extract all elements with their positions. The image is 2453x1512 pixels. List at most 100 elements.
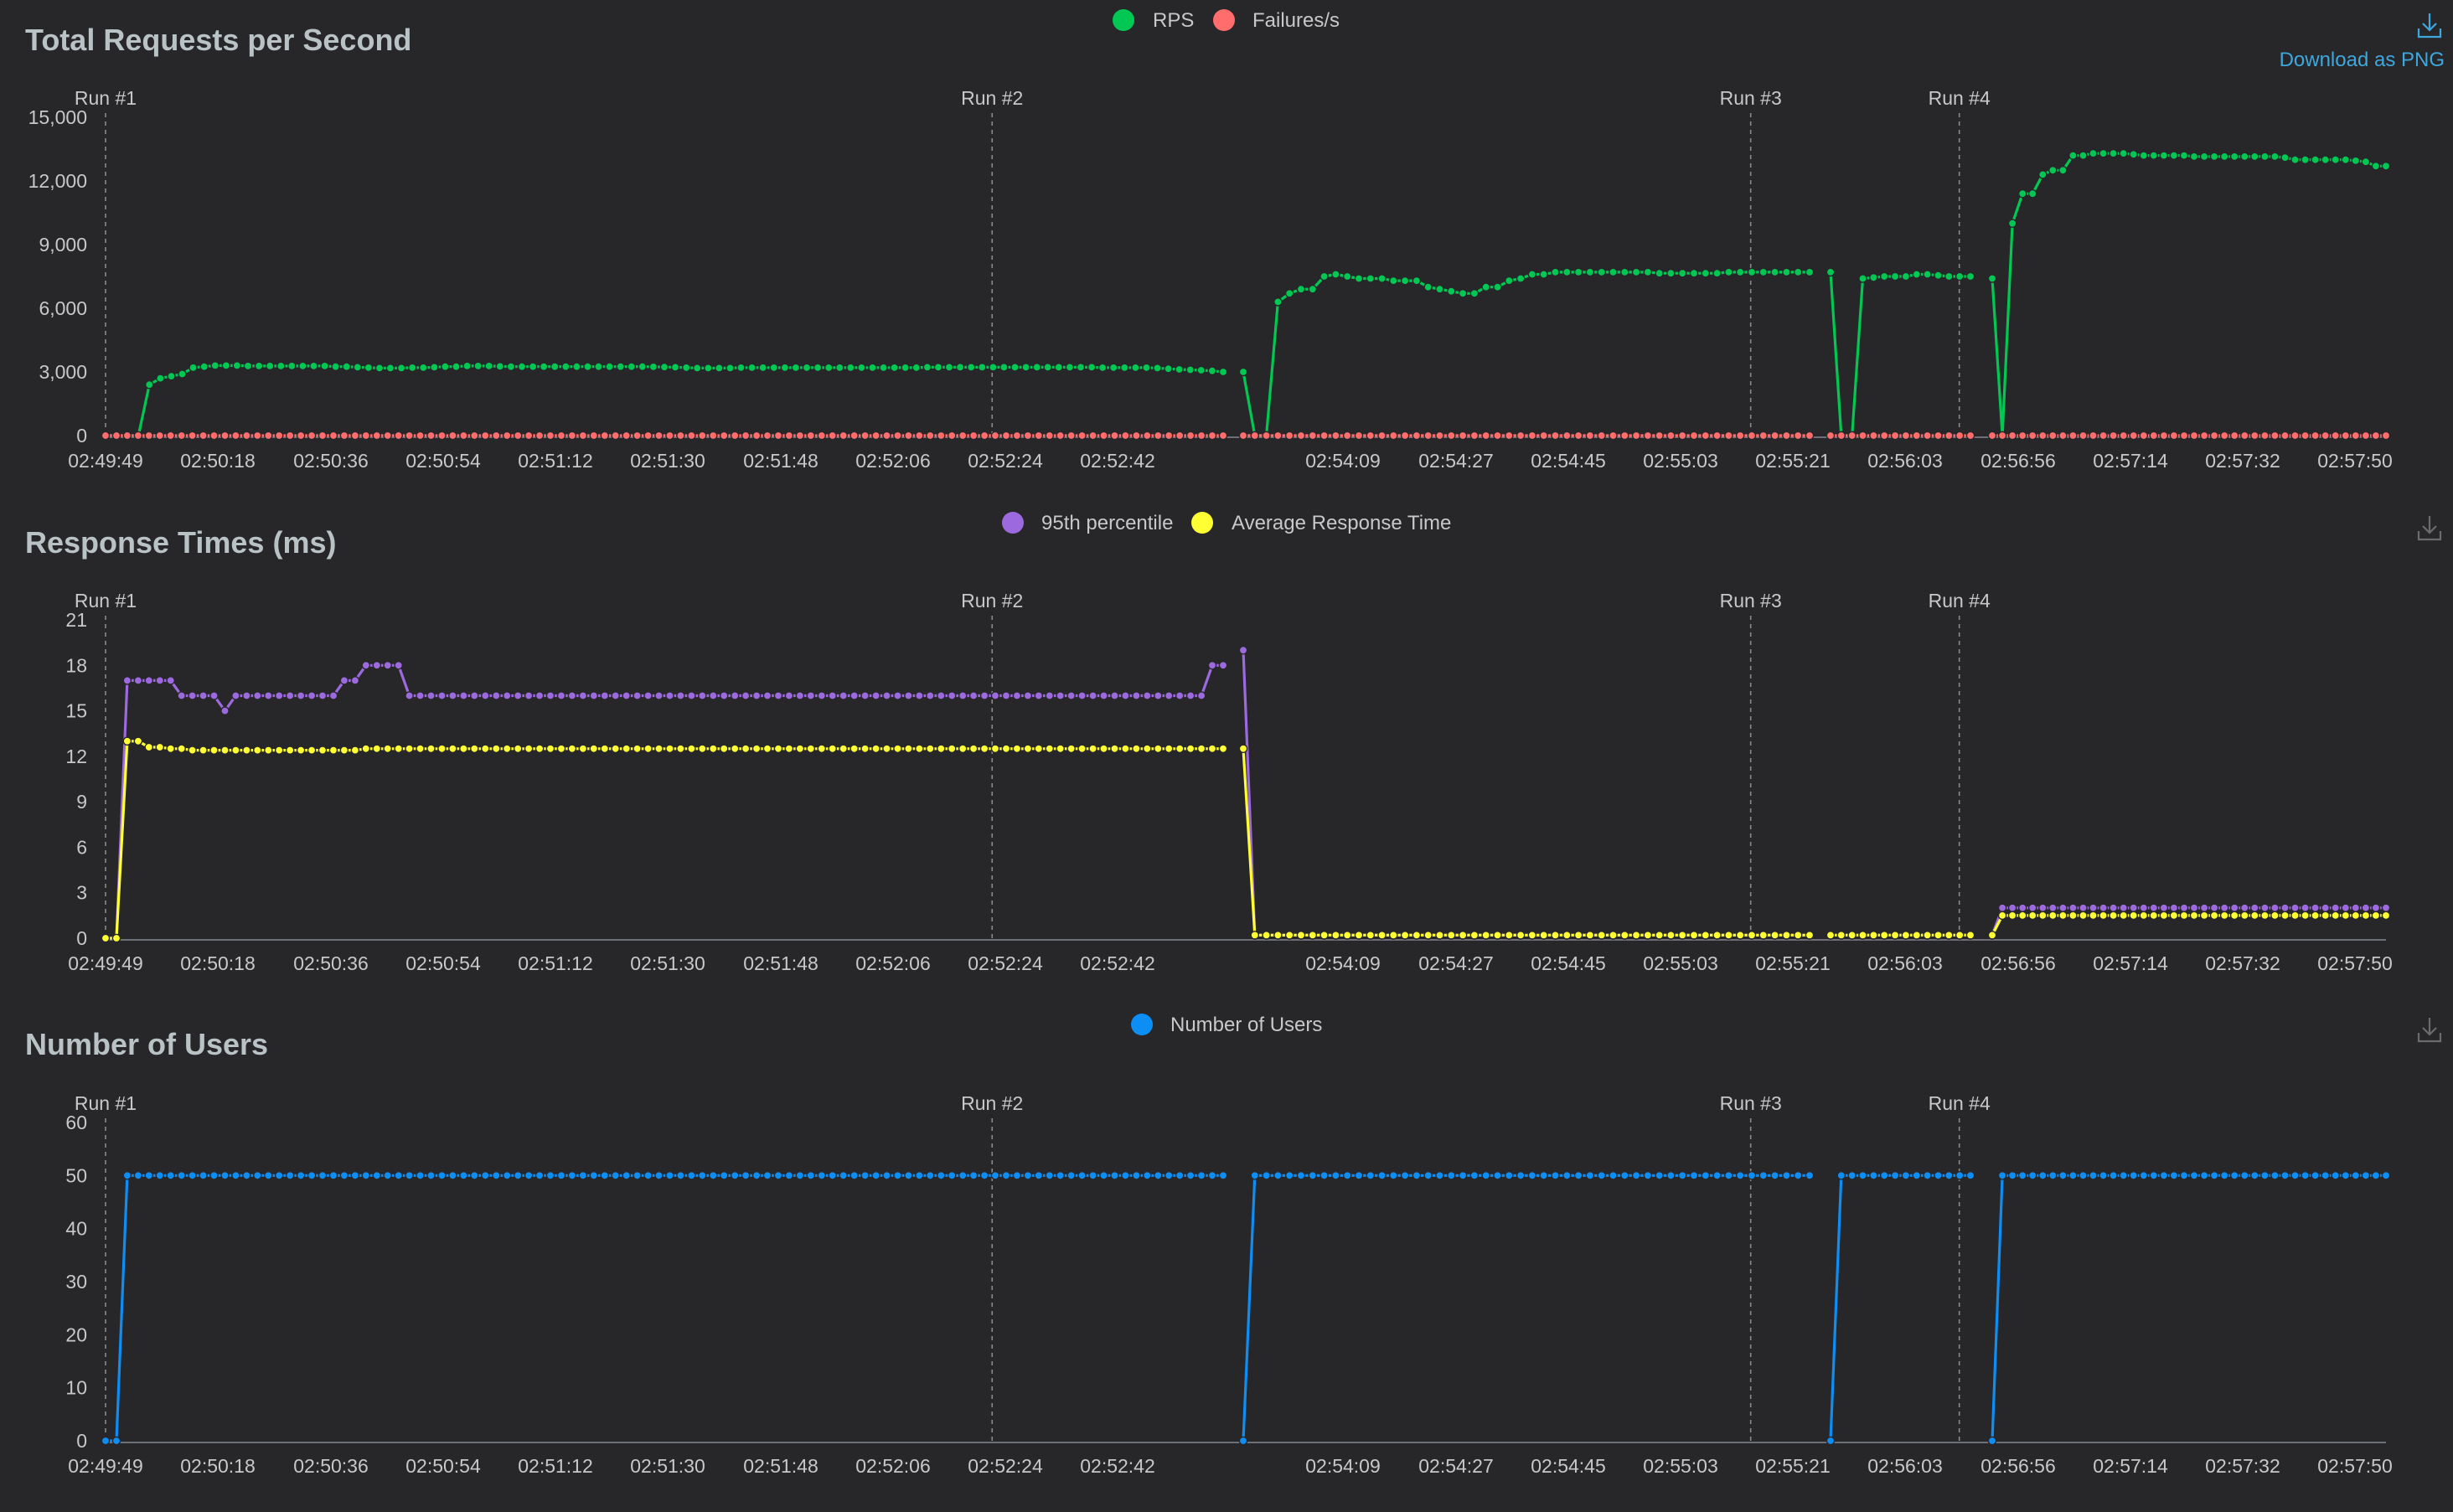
data-point-95th-percentile[interactable] [817, 691, 827, 700]
data-point-average-response-time[interactable] [307, 746, 317, 755]
data-point-number-of-users[interactable] [2027, 1171, 2037, 1180]
data-point-failures-s[interactable] [2109, 431, 2118, 441]
data-point-average-response-time[interactable] [1735, 931, 1745, 940]
data-point-number-of-users[interactable] [220, 1171, 230, 1180]
data-point-number-of-users[interactable] [513, 1171, 523, 1180]
data-point-rps[interactable] [385, 364, 395, 373]
data-point-average-response-time[interactable] [795, 744, 805, 754]
data-point-number-of-users[interactable] [654, 1171, 664, 1180]
data-point-rps[interactable] [2260, 152, 2270, 162]
data-point-average-response-time[interactable] [1001, 744, 1011, 754]
data-point-average-response-time[interactable] [1869, 931, 1878, 940]
data-point-number-of-users[interactable] [2179, 1171, 2189, 1180]
data-point-average-response-time[interactable] [1354, 931, 1364, 940]
data-point-95th-percentile[interactable] [893, 691, 902, 700]
data-point-rps[interactable] [1296, 284, 1306, 294]
data-point-number-of-users[interactable] [611, 1171, 621, 1180]
data-point-failures-s[interactable] [1551, 431, 1560, 441]
data-point-average-response-time[interactable] [209, 746, 219, 755]
data-point-failures-s[interactable] [2199, 431, 2209, 441]
data-point-rps[interactable] [2341, 155, 2351, 164]
data-point-number-of-users[interactable] [839, 1171, 849, 1180]
data-point-failures-s[interactable] [968, 431, 979, 441]
data-point-number-of-users[interactable] [263, 1171, 273, 1180]
data-point-average-response-time[interactable] [1912, 931, 1922, 940]
data-point-number-of-users[interactable] [1366, 1171, 1376, 1180]
data-point-95th-percentile[interactable] [437, 691, 447, 700]
data-point-number-of-users[interactable] [1001, 1171, 1011, 1180]
data-point-number-of-users[interactable] [958, 1171, 968, 1180]
legend-marker-number-of-users[interactable] [1131, 1014, 1153, 1035]
data-point-rps[interactable] [1097, 363, 1108, 373]
data-point-failures-s[interactable] [242, 431, 251, 441]
data-point-average-response-time[interactable] [1901, 931, 1911, 940]
data-point-number-of-users[interactable] [2331, 1171, 2340, 1180]
data-point-rps[interactable] [462, 361, 472, 371]
data-point-number-of-users[interactable] [904, 1171, 913, 1180]
data-point-rps[interactable] [1447, 286, 1456, 297]
data-point-failures-s[interactable] [1088, 431, 1097, 441]
data-point-average-response-time[interactable] [274, 746, 284, 755]
data-point-average-response-time[interactable] [1154, 744, 1163, 754]
data-point-rps[interactable] [2179, 151, 2189, 160]
data-point-average-response-time[interactable] [2381, 911, 2391, 921]
data-point-rps[interactable] [758, 363, 768, 373]
data-point-rps[interactable] [2209, 152, 2219, 162]
data-point-failures-s[interactable] [2301, 431, 2310, 441]
data-point-failures-s[interactable] [2169, 431, 2179, 441]
data-point-95th-percentile[interactable] [633, 691, 642, 700]
data-point-rps[interactable] [265, 361, 275, 371]
data-point-number-of-users[interactable] [1377, 1171, 1387, 1180]
data-point-failures-s[interactable] [1847, 431, 1857, 441]
data-point-rps[interactable] [1934, 271, 1943, 281]
data-point-failures-s[interactable] [394, 431, 404, 441]
data-point-average-response-time[interactable] [1758, 931, 1769, 940]
data-point-number-of-users[interactable] [1689, 1171, 1699, 1180]
data-point-failures-s[interactable] [1469, 431, 1480, 441]
data-point-failures-s[interactable] [2079, 431, 2088, 441]
data-point-number-of-users[interactable] [1308, 1171, 1318, 1180]
data-point-rps[interactable] [1196, 365, 1206, 375]
data-point-number-of-users[interactable] [2351, 1171, 2361, 1180]
data-point-rps[interactable] [670, 363, 680, 372]
data-point-rps[interactable] [659, 362, 669, 372]
data-point-number-of-users[interactable] [2089, 1171, 2098, 1180]
data-point-rps[interactable] [1021, 363, 1030, 372]
data-point-number-of-users[interactable] [2371, 1171, 2381, 1180]
data-point-rps[interactable] [2290, 155, 2300, 164]
data-point-failures-s[interactable] [101, 431, 111, 441]
data-point-rps[interactable] [517, 362, 527, 372]
data-point-95th-percentile[interactable] [719, 691, 729, 700]
data-point-rps[interactable] [495, 362, 505, 371]
data-point-95th-percentile[interactable] [2089, 903, 2098, 913]
data-point-rps[interactable] [298, 361, 307, 371]
data-point-number-of-users[interactable] [1805, 1171, 1815, 1180]
data-point-failures-s[interactable] [220, 431, 230, 441]
data-point-failures-s[interactable] [784, 431, 794, 441]
data-point-95th-percentile[interactable] [828, 691, 838, 700]
data-point-rps[interactable] [747, 363, 757, 373]
data-point-rps[interactable] [802, 363, 812, 373]
data-point-average-response-time[interactable] [1342, 931, 1352, 940]
data-point-rps[interactable] [978, 363, 987, 372]
data-point-failures-s[interactable] [1597, 431, 1606, 441]
data-point-average-response-time[interactable] [231, 746, 240, 755]
data-point-average-response-time[interactable] [1836, 931, 1846, 940]
data-point-rps[interactable] [188, 363, 198, 373]
data-point-rps[interactable] [1238, 367, 1248, 377]
data-point-average-response-time[interactable] [1551, 931, 1560, 940]
data-point-95th-percentile[interactable] [2239, 903, 2249, 913]
data-point-number-of-users[interactable] [188, 1171, 197, 1180]
data-point-rps[interactable] [473, 361, 483, 371]
data-point-failures-s[interactable] [1573, 431, 1583, 441]
data-point-number-of-users[interactable] [751, 1171, 762, 1180]
data-point-failures-s[interactable] [1110, 431, 1119, 441]
data-point-number-of-users[interactable] [926, 1171, 935, 1180]
data-point-failures-s[interactable] [2361, 431, 2371, 441]
data-point-rps[interactable] [813, 363, 823, 373]
data-point-rps[interactable] [1284, 288, 1294, 298]
data-point-rps[interactable] [1389, 276, 1398, 286]
data-point-number-of-users[interactable] [1826, 1436, 1836, 1446]
data-point-95th-percentile[interactable] [915, 691, 924, 700]
download-icon[interactable] [2417, 13, 2442, 39]
